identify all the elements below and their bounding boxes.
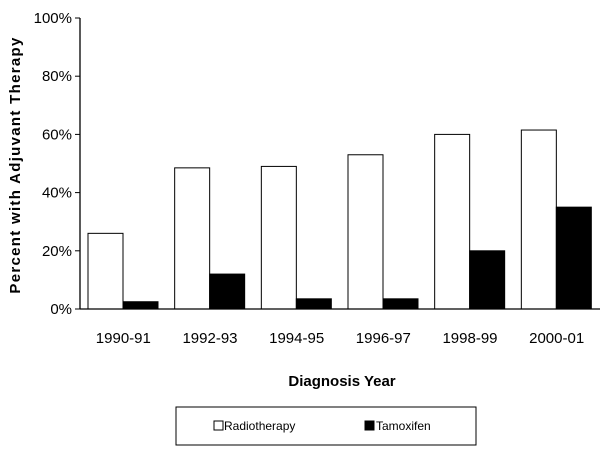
bar-tamoxifen (295, 298, 332, 310)
bar-tamoxifen (209, 273, 246, 310)
x-tick-label: 2000-01 (529, 330, 584, 347)
bar-radiotherapy (347, 154, 384, 310)
x-tick-label: 1992-93 (182, 330, 237, 347)
x-tick-label: 1994-95 (269, 330, 324, 347)
bar-radiotherapy (434, 133, 471, 310)
y-tick-label: 40% (42, 185, 72, 202)
y-tick-label: 20% (42, 243, 72, 260)
bar-radiotherapy (260, 165, 297, 310)
legend-label-tamoxifen: Tamoxifen (376, 419, 431, 433)
y-axis-title: Percent with Adjuvant Therapy (7, 36, 24, 293)
legend-label-radiotherapy: Radiotherapy (224, 419, 295, 433)
bar-group (87, 129, 592, 310)
legend-frame (175, 406, 477, 446)
bar-radiotherapy (87, 232, 124, 310)
bar-tamoxifen (469, 250, 506, 310)
legend-swatch-radiotherapy (213, 420, 224, 431)
y-tick-label: 100% (34, 10, 72, 27)
x-axis-title: Diagnosis Year (288, 373, 395, 390)
x-tick-label: 1990-91 (96, 330, 151, 347)
y-tick-label: 0% (50, 301, 72, 318)
legend-swatch-tamoxifen (364, 420, 375, 431)
y-tick-label: 60% (42, 126, 72, 143)
bar-radiotherapy (520, 129, 557, 310)
y-tick-label: 80% (42, 68, 72, 85)
x-tick-label: 1998-99 (442, 330, 497, 347)
x-tick-label: 1996-97 (356, 330, 411, 347)
bar-tamoxifen (555, 206, 592, 310)
legend: Radiotherapy Tamoxifen (175, 406, 477, 446)
bar-tamoxifen (382, 298, 419, 310)
x-axis-ticks: 1990-91 1992-93 1994-95 1996-97 1998-99 2000-… (96, 330, 584, 347)
bar-tamoxifen (122, 301, 159, 310)
bar-radiotherapy (174, 167, 211, 310)
y-axis-ticks: 0% 20% 40% 60% 80% 100% (34, 10, 80, 318)
